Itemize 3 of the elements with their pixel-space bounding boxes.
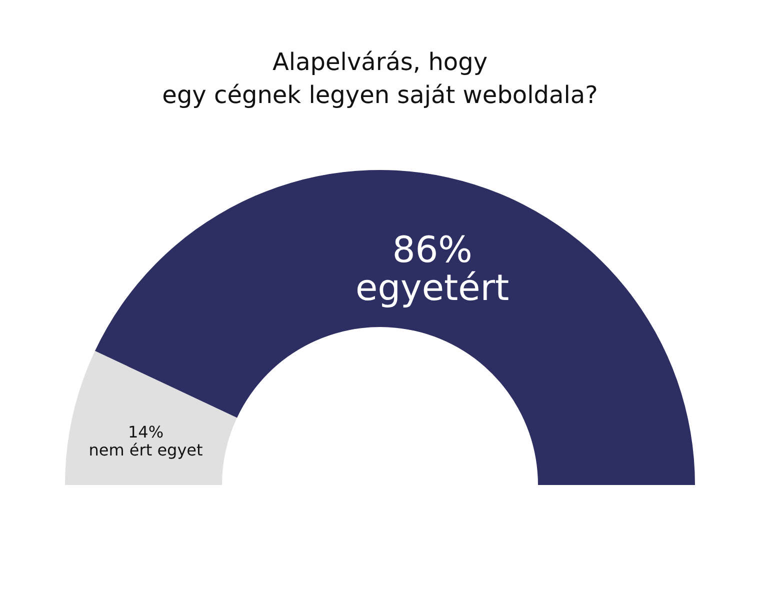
slice-label: nem ért egyet (88, 440, 203, 460)
chart-title: Alapelvárás, hogy egy cégnek legyen saját weboldala? (162, 48, 598, 109)
data-label: 14% (128, 422, 164, 442)
